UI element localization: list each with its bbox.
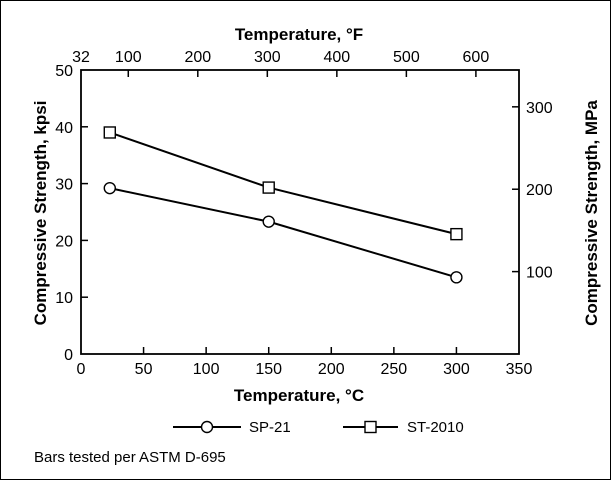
- x2-tick-label: 400: [323, 49, 350, 66]
- legend-marker-1: [200, 420, 214, 434]
- legend-marker-2: [364, 420, 377, 434]
- x-tick-label: 100: [193, 361, 220, 378]
- y-tick-label: 20: [55, 233, 73, 250]
- series-2-point: [450, 227, 463, 241]
- x2-tick-label: 200: [184, 49, 211, 66]
- series-layer: [103, 126, 463, 284]
- x2-tick-label: 500: [393, 49, 420, 66]
- y2-tick-label: 100: [526, 265, 553, 282]
- x-tick-label: 50: [135, 361, 153, 378]
- x-tick-label: 150: [255, 361, 282, 378]
- x-tick-label: 250: [381, 361, 408, 378]
- x2-axis-title: Temperature, °F: [235, 25, 363, 44]
- footnote: Bars tested per ASTM D-695: [34, 449, 226, 466]
- x-tick-label: 0: [77, 361, 86, 378]
- x2-tick-label: 300: [254, 49, 281, 66]
- y-tick-label: 10: [55, 290, 73, 307]
- x2-tick-label: 100: [115, 49, 142, 66]
- series-2-point: [103, 126, 116, 139]
- y2-tick-label: 300: [526, 100, 553, 117]
- series-1-point: [262, 215, 275, 228]
- series-line-1: [109, 187, 457, 279]
- y2-tick-label: 200: [526, 182, 553, 199]
- legend: SP-21 ST-2010: [173, 419, 464, 436]
- x2-tick-label: 600: [463, 49, 490, 66]
- x-tick-label: 200: [318, 361, 345, 378]
- y2-axis-title: Compressive Strength, MPa: [582, 100, 601, 326]
- y-tick-label: 50: [55, 63, 73, 80]
- y-tick-label: 0: [64, 347, 73, 364]
- legend-label-1: SP-21: [249, 419, 291, 436]
- legend-label-2: ST-2010: [407, 419, 464, 436]
- series-2-point: [262, 181, 275, 194]
- series-1-point: [103, 181, 116, 195]
- plot-area: [80, 69, 520, 355]
- series-1-point: [450, 271, 463, 284]
- y-tick-label: 30: [55, 177, 73, 194]
- x-tick-label: 300: [443, 361, 470, 378]
- y-tick-label: 40: [55, 120, 73, 137]
- x2-tick-label: 32: [72, 49, 90, 66]
- y-axis-title: Compressive Strength, kpsi: [31, 101, 50, 326]
- x-tick-label: 350: [506, 361, 533, 378]
- x-axis-title: Temperature, °C: [234, 386, 364, 405]
- series-line-2: [109, 131, 457, 236]
